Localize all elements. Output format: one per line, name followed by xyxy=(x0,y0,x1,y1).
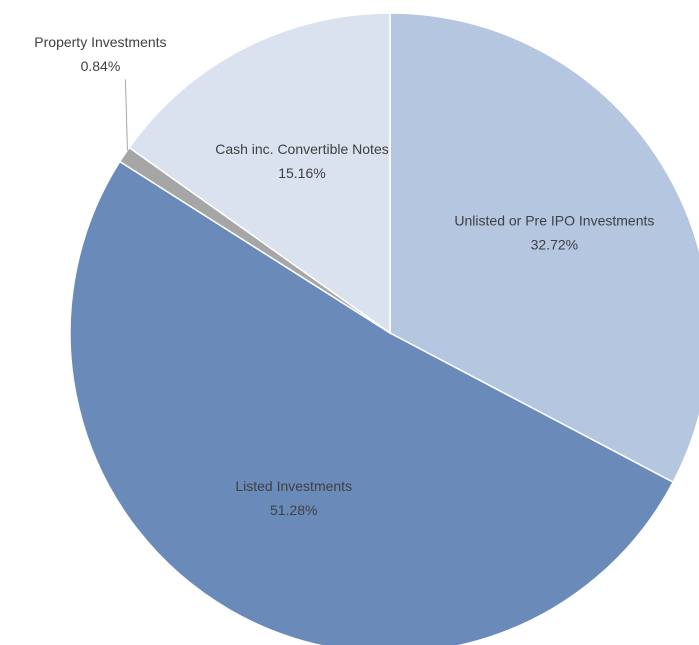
value-label: 15.16% xyxy=(278,165,325,181)
slice-label: Property Investments xyxy=(34,34,166,50)
pie-slice xyxy=(389,12,699,484)
pie-slice xyxy=(128,12,391,335)
slice-label: Listed Investments xyxy=(235,478,352,494)
value-label: 0.84% xyxy=(81,58,121,74)
value-label: 51.28% xyxy=(270,502,317,518)
value-label: 32.72% xyxy=(531,237,578,253)
slice-label: Unlisted or Pre IPO Investments xyxy=(454,213,654,229)
leader-line xyxy=(124,79,128,151)
slice-label: Cash inc. Convertible Notes xyxy=(215,141,389,157)
pie-slice xyxy=(69,160,675,645)
